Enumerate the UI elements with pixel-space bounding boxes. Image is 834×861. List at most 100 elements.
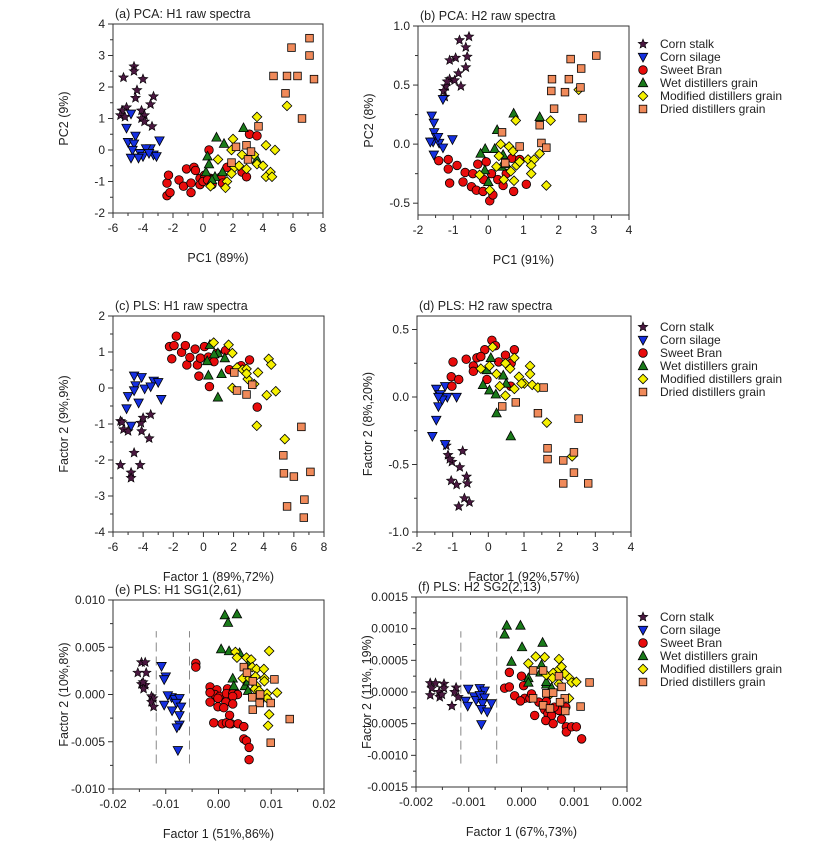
- data-point: [491, 407, 502, 418]
- data-point: [428, 150, 440, 161]
- data-point: [490, 388, 502, 399]
- x-tick-label: -2: [413, 223, 424, 237]
- series-corn-stalk: [438, 30, 475, 102]
- data-point: [449, 74, 461, 86]
- data-point: [255, 698, 264, 708]
- data-point: [241, 368, 252, 379]
- data-point: [495, 138, 507, 150]
- legend-label: Wet distillers grain: [660, 649, 758, 663]
- x-tick-label: 6: [290, 221, 297, 235]
- data-point: [437, 95, 449, 106]
- data-point: [449, 686, 461, 697]
- data-point: [487, 341, 498, 353]
- data-point: [181, 164, 192, 174]
- data-point: [269, 71, 278, 81]
- data-point: [516, 671, 527, 681]
- data-point: [432, 132, 444, 143]
- data-point: [242, 684, 254, 695]
- data-point: [135, 417, 147, 428]
- x-tick-label: 4: [260, 540, 267, 554]
- data-point: [443, 154, 453, 165]
- series-corn-stalk: [440, 439, 475, 512]
- data-point: [453, 500, 465, 512]
- data-point: [508, 107, 520, 118]
- data-point: [270, 675, 279, 684]
- data-point: [270, 385, 282, 397]
- data-point: [259, 675, 270, 687]
- series-corn-stalk: [132, 656, 160, 712]
- data-point: [424, 137, 436, 148]
- data-point: [592, 51, 601, 60]
- data-point: [244, 742, 254, 753]
- y-tick-label: 4: [98, 17, 105, 31]
- y-tick-label: -0.0005: [367, 717, 408, 731]
- chart-title: (a) PCA: H1 raw spectra: [115, 7, 251, 21]
- x-tick-label: 0: [485, 540, 492, 554]
- data-point: [212, 391, 224, 402]
- data-point: [564, 74, 574, 84]
- data-point: [136, 425, 148, 436]
- data-point: [505, 430, 517, 441]
- data-point: [484, 360, 495, 372]
- legend-label: Modified distillers grain: [660, 89, 782, 103]
- data-point: [554, 671, 564, 681]
- x-tick-label: 3: [590, 223, 597, 237]
- data-point: [201, 355, 213, 366]
- legend-marker-diamond: [637, 663, 649, 675]
- data-point: [163, 170, 174, 180]
- x-tick-label: 0.02: [312, 797, 336, 811]
- data-point: [438, 85, 450, 96]
- data-point: [462, 701, 474, 712]
- data-point: [504, 363, 516, 375]
- data-point: [121, 404, 132, 415]
- data-point: [451, 392, 462, 403]
- series-dried-distillers-grain: [528, 666, 594, 716]
- data-point: [515, 696, 526, 706]
- data-point: [139, 384, 151, 395]
- data-point: [154, 136, 165, 147]
- data-point: [246, 147, 256, 156]
- data-point: [194, 371, 204, 381]
- data-point: [491, 161, 502, 172]
- data-point: [231, 652, 243, 664]
- data-point: [252, 131, 262, 141]
- y-tick-label: 1: [98, 345, 105, 359]
- data-point: [528, 694, 538, 703]
- data-point: [533, 408, 543, 418]
- y-axis-label: PC2 (8%): [362, 93, 376, 147]
- data-point: [281, 100, 293, 112]
- data-point: [128, 447, 140, 458]
- chart-panel-f: (f) PLS: H2 SG2(2,13) -0.002 -0.001 0.000 0.…: [360, 580, 782, 839]
- y-tick-label: 2: [98, 309, 105, 323]
- data-point: [555, 697, 565, 707]
- data-point: [441, 75, 453, 87]
- series-dried-distillers-grain: [230, 368, 315, 522]
- data-point: [430, 677, 442, 688]
- x-tick-label: -2: [168, 221, 179, 235]
- data-point: [484, 384, 495, 395]
- data-point: [445, 474, 457, 486]
- x-tick-label: 6: [291, 540, 298, 554]
- data-point: [217, 166, 228, 177]
- data-point: [262, 720, 274, 732]
- data-point: [300, 495, 309, 504]
- x-tick-label: -2: [412, 540, 423, 554]
- data-point: [479, 164, 491, 175]
- data-point: [452, 691, 464, 702]
- data-point: [131, 84, 143, 95]
- data-point: [447, 381, 457, 391]
- data-point: [539, 651, 551, 663]
- data-point: [537, 138, 546, 148]
- data-point: [279, 451, 288, 460]
- data-point: [461, 477, 473, 489]
- y-tick-label: 1: [98, 112, 105, 126]
- data-point: [251, 420, 263, 432]
- data-point: [460, 696, 471, 707]
- data-point: [468, 366, 479, 377]
- data-point: [169, 340, 179, 351]
- data-point: [128, 65, 140, 76]
- y-tick-label: 0.005: [75, 640, 105, 654]
- legend-label: Sweet Bran: [660, 636, 722, 650]
- data-point: [548, 688, 558, 697]
- data-point: [266, 738, 275, 747]
